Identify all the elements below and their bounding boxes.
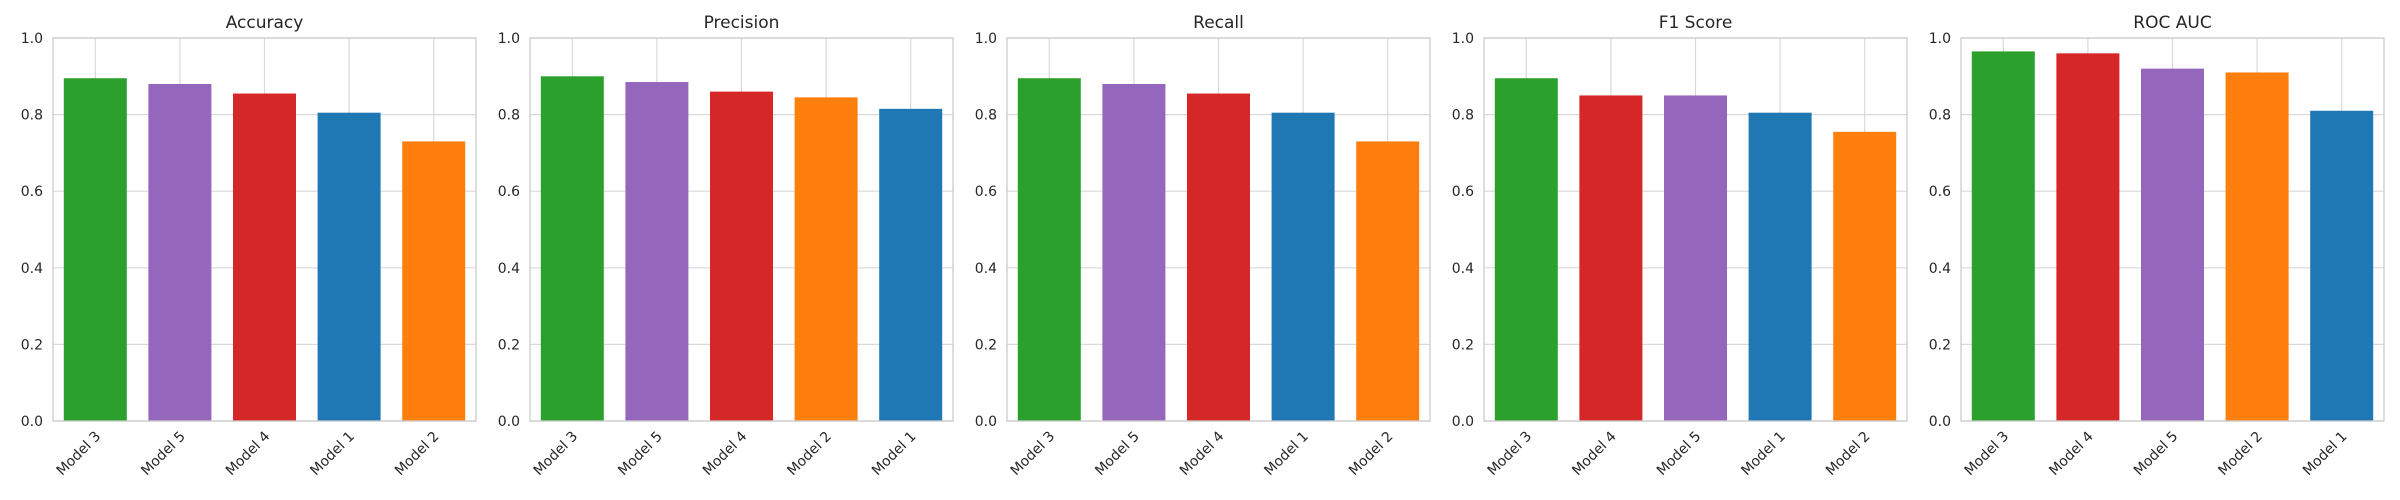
x-tick-label: Model 4 [700, 428, 751, 479]
y-tick-label: 0.6 [1452, 184, 1474, 200]
bar-model-4 [710, 91, 773, 422]
y-tick-label: 1.0 [1452, 31, 1474, 47]
x-tick-label: Model 1 [1261, 429, 1311, 479]
y-tick-label: 0.6 [1929, 184, 1951, 200]
y-tick-label: 0.2 [1929, 337, 1951, 353]
x-tick-label: Model 1 [869, 429, 919, 479]
chart-title: ROC AUC [2133, 13, 2211, 33]
bar-model-1 [2310, 110, 2374, 422]
subplot-roc-auc: ROC AUC 0.0 0.2 0.4 0.6 0.8 1.0 Model 3 Model 4 M… [1929, 13, 2385, 479]
bar-model-4 [2056, 53, 2120, 421]
x-tick-label: Model 1 [307, 429, 357, 479]
bar-model-5 [1664, 95, 1727, 421]
chart-title: Precision [704, 13, 780, 33]
x-tick-label: Model 5 [615, 429, 665, 479]
bar-model-3 [1017, 78, 1081, 421]
x-tick-label: Model 5 [138, 429, 188, 479]
subplot-f1-score: F1 Score 0.0 0.2 0.4 0.6 0.8 1.0 Model 3 Model 4… [1452, 13, 1908, 479]
y-tick-label: 0.6 [975, 184, 997, 200]
x-tick-label: Model 4 [1569, 428, 1620, 479]
y-tick-label: 0.6 [21, 184, 43, 200]
plot-frame [529, 37, 954, 422]
bar-model-4 [1579, 95, 1643, 421]
y-tick-label: 0.4 [21, 261, 43, 277]
bar-model-5 [1102, 83, 1166, 422]
bar-model-2 [1356, 141, 1420, 421]
bar-model-4 [233, 93, 296, 421]
bar-model-3 [63, 78, 127, 421]
x-tick-label: Model 3 [1962, 429, 2012, 479]
x-tick-label: Model 3 [1008, 429, 1058, 479]
plot-frame [1006, 37, 1431, 422]
plot-frame [1960, 37, 2385, 422]
y-tick-label: 0.8 [498, 108, 520, 124]
x-tick-label: Model 1 [2300, 429, 2350, 479]
bar-model-2 [794, 97, 858, 422]
y-tick-label: 0.0 [498, 414, 520, 430]
x-tick-label: Model 1 [1738, 429, 1788, 479]
x-tick-label: Model 3 [54, 429, 104, 479]
y-tick-label: 0.0 [975, 414, 997, 430]
bar-model-3 [1971, 51, 2035, 421]
bar-model-5 [625, 82, 689, 422]
y-tick-label: 1.0 [975, 31, 997, 47]
x-tick-label: Model 4 [223, 428, 274, 479]
x-tick-label: Model 3 [531, 429, 581, 479]
x-tick-label: Model 3 [1485, 429, 1535, 479]
y-tick-label: 0.4 [975, 261, 997, 277]
bar-model-1 [1271, 112, 1335, 421]
y-tick-label: 0.2 [1452, 337, 1474, 353]
x-tick-label: Model 4 [1177, 428, 1228, 479]
bar-model-1 [317, 112, 381, 421]
subplot-precision: Precision 0.0 0.2 0.4 0.6 0.8 1.0 Model 3 Model … [498, 13, 954, 479]
y-tick-label: 1.0 [1929, 31, 1951, 47]
y-tick-label: 0.8 [1452, 108, 1474, 124]
chart-title: Accuracy [226, 13, 304, 33]
bar-model-1 [879, 108, 943, 421]
subplot-accuracy: Accuracy 0.0 0.2 0.4 0.6 0.8 1.0 Model 3 Model 5… [21, 13, 477, 479]
y-tick-label: 0.0 [1929, 414, 1951, 430]
bar-model-3 [540, 76, 604, 422]
x-tick-label: Model 2 [1346, 429, 1396, 479]
y-tick-label: 0.0 [1452, 414, 1474, 430]
y-tick-label: 0.8 [21, 108, 43, 124]
bar-model-1 [1748, 112, 1812, 421]
y-tick-label: 0.2 [975, 337, 997, 353]
chart-title: F1 Score [1659, 13, 1733, 33]
bar-model-5 [148, 83, 212, 422]
y-tick-label: 1.0 [498, 31, 520, 47]
x-tick-label: Model 4 [2046, 428, 2097, 479]
y-tick-label: 0.6 [498, 184, 520, 200]
y-tick-label: 0.2 [498, 337, 520, 353]
y-tick-label: 0.8 [1929, 108, 1951, 124]
subplot-recall: Recall 0.0 0.2 0.4 0.6 0.8 1.0 Model 3 Model 5 Mo… [975, 13, 1431, 479]
x-tick-label: Model 2 [392, 429, 442, 479]
x-tick-label: Model 2 [784, 429, 834, 479]
bar-model-2 [1833, 131, 1897, 421]
x-tick-label: Model 2 [1823, 429, 1873, 479]
x-tick-label: Model 2 [2215, 429, 2265, 479]
y-tick-label: 0.4 [1929, 261, 1951, 277]
bar-model-3 [1494, 78, 1558, 421]
bar-model-2 [2225, 72, 2289, 421]
bar-model-5 [2141, 68, 2204, 421]
y-tick-label: 1.0 [21, 31, 43, 47]
y-tick-label: 0.4 [1452, 261, 1474, 277]
x-tick-label: Model 5 [1092, 429, 1142, 479]
bar-model-4 [1187, 93, 1250, 421]
plot-frame [52, 37, 477, 422]
bar-model-2 [402, 141, 466, 421]
y-tick-label: 0.2 [21, 337, 43, 353]
x-tick-label: Model 5 [2131, 429, 2181, 479]
chart-title: Recall [1193, 13, 1244, 33]
y-tick-label: 0.4 [498, 261, 520, 277]
y-tick-label: 0.0 [21, 414, 43, 430]
plot-frame [1483, 37, 1908, 422]
x-tick-label: Model 5 [1654, 429, 1704, 479]
y-tick-label: 0.8 [975, 108, 997, 124]
